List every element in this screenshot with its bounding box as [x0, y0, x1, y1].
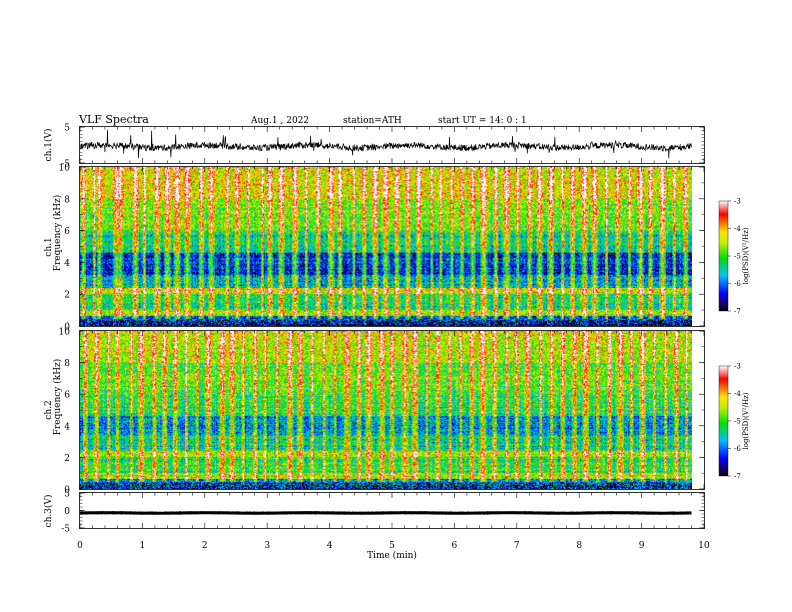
x-tick-label: 7 — [514, 541, 520, 551]
ch2-colorbar — [718, 365, 729, 477]
y-tick-label: 10 — [59, 164, 71, 174]
y-tick-label: 6 — [64, 227, 70, 237]
header-start-time: start UT = 14: 0 : 1 — [438, 116, 527, 126]
x-axis-title: Time (min) — [367, 550, 417, 561]
ch1-spectrogram-ylabel-top: ch.1 — [44, 237, 54, 256]
colorbar-tick-label: -6 — [734, 280, 741, 288]
ch1-spectrogram-ylabel: Frequency (kHz) — [52, 195, 63, 272]
panel-ch2-spectrogram-frame — [79, 330, 705, 490]
colorbar-tick-label: -4 — [734, 225, 741, 233]
ch2-spectrogram — [80, 331, 692, 489]
y-tick-label: 8 — [64, 359, 70, 369]
x-tick-label: 1 — [140, 541, 146, 551]
colorbar-ticks: -3 -4 -5 -6 -7 -3 -4 -5 -6 -7 — [728, 198, 741, 481]
ch1-spectrogram — [80, 167, 692, 326]
y-tick-label: -5 — [61, 525, 70, 535]
chart-title: VLF Spectra — [78, 113, 149, 126]
y-tick-label: 4 — [64, 259, 70, 269]
x-tick-label: 9 — [639, 541, 645, 551]
colorbar-tick-label: -5 — [734, 418, 741, 426]
panel-ch3-waveform-frame — [79, 492, 705, 529]
y-tick-label: 6 — [64, 391, 70, 401]
x-tick-label: 3 — [264, 541, 270, 551]
y-tick-label: 0 — [64, 486, 70, 496]
x-tick-label: 0 — [77, 541, 83, 551]
ch2-spectrogram-ylabel: Frequency (kHz) — [52, 359, 63, 436]
ch1-colorbar — [718, 200, 729, 312]
colorbar-tick-label: -3 — [734, 363, 741, 371]
colorbar-tick-label: -3 — [734, 198, 741, 206]
y-tick-label: 10 — [59, 328, 71, 338]
panel-ch1-spectrogram-frame — [79, 166, 705, 327]
x-tick-label: 2 — [202, 541, 208, 551]
header-station: station=ATH — [343, 116, 402, 126]
ch1-waveform-line — [79, 129, 692, 159]
colorbar-tick-label: -5 — [734, 253, 741, 261]
x-tick-label: 8 — [576, 541, 582, 551]
y-tick-label: 8 — [64, 195, 70, 205]
ch2-spectrogram-ylabel-top: ch.2 — [44, 400, 54, 419]
colorbar-tick-label: -4 — [734, 390, 741, 398]
y-tick-label: 0 — [64, 507, 70, 517]
x-tick-label: 4 — [327, 541, 333, 551]
y-tick-label: 2 — [64, 291, 70, 301]
y-tick-label: 4 — [64, 422, 70, 432]
ch3-waveform-line — [79, 510, 692, 516]
y-tick-label: 5 — [64, 124, 70, 134]
colorbar-tick-label: -6 — [734, 445, 741, 453]
colorbar-tick-label: -7 — [734, 473, 741, 481]
x-tick-label: 10 — [698, 541, 710, 551]
colorbar-tick-label: -7 — [734, 308, 741, 316]
ch2-colorbar-label: log(PSD)(V²/Hz) — [742, 392, 750, 449]
header-date: Aug.1 , 2022 — [250, 116, 309, 126]
ch1-waveform-ylabel: ch.1(V) — [43, 129, 54, 162]
x-tick-label: 6 — [452, 541, 458, 551]
y-tick-label: 0 — [64, 323, 70, 333]
axis-ticks — [79, 126, 705, 529]
ch1-colorbar-label: log(PSD)(V²/Hz) — [742, 227, 750, 284]
y-tick-label: 2 — [64, 454, 70, 464]
panel-ch1-waveform-frame — [79, 126, 705, 164]
ch3-waveform-ylabel: ch.3(V) — [43, 495, 54, 528]
x-tick-label: 5 — [389, 541, 395, 551]
y-tick-label: -5 — [61, 160, 70, 170]
y-tick-label: 5 — [64, 490, 70, 500]
